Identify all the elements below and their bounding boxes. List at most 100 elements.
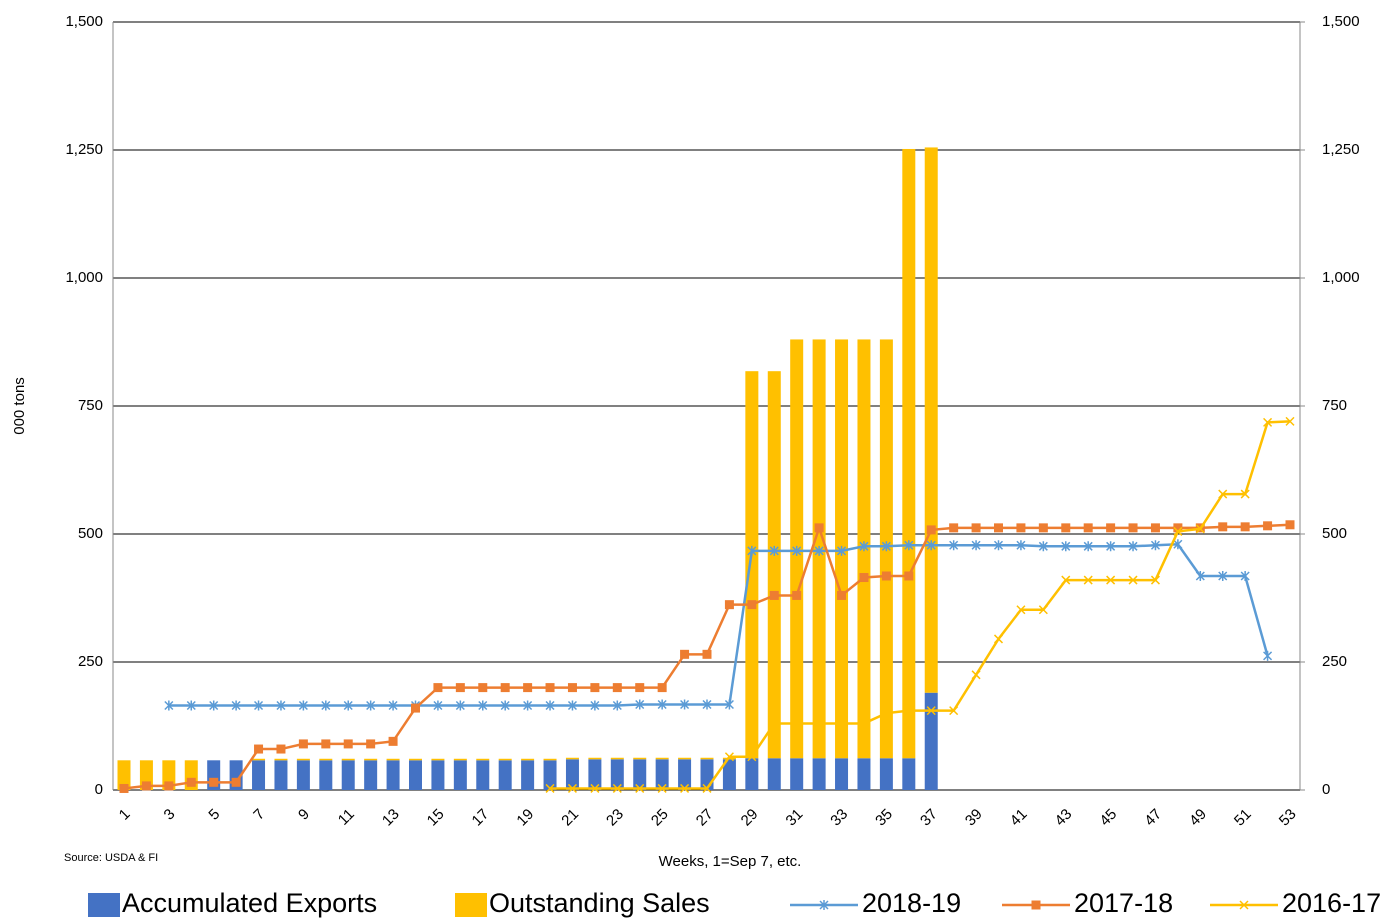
line-marker	[724, 600, 734, 610]
line	[168, 542, 1269, 707]
bar	[319, 760, 333, 790]
line-marker	[1038, 605, 1048, 615]
line-marker	[567, 783, 577, 793]
line-marker	[1173, 539, 1183, 550]
bar	[902, 758, 916, 790]
line-marker	[1218, 522, 1228, 532]
legend-label: 2016-17	[1282, 888, 1381, 918]
bar	[521, 758, 535, 761]
line-marker	[702, 783, 712, 793]
bar	[565, 757, 579, 760]
x-tick-label: 19	[513, 806, 537, 830]
legend-label: Outstanding Sales	[489, 888, 710, 918]
line-marker	[949, 706, 959, 716]
line-marker	[769, 718, 779, 728]
line-marker	[769, 545, 779, 556]
bar	[319, 758, 333, 761]
bar	[431, 758, 445, 761]
x-tick-label: 23	[603, 806, 627, 830]
line-marker	[388, 700, 398, 711]
line-marker	[231, 700, 241, 711]
bar	[341, 758, 355, 761]
line-marker	[545, 783, 555, 793]
bar	[274, 760, 288, 790]
x-tick-label: 51	[1231, 806, 1255, 830]
line-marker	[478, 700, 488, 711]
line-marker	[411, 703, 420, 713]
x-tick-label: 53	[1276, 806, 1300, 830]
line-marker	[657, 783, 667, 793]
line-marker	[1083, 523, 1093, 533]
bar	[364, 758, 378, 761]
y2-tick-label: 250	[1322, 653, 1347, 670]
line-marker	[433, 683, 443, 693]
line-marker	[1061, 523, 1071, 533]
line-marker	[1061, 541, 1071, 552]
line-marker	[1240, 489, 1250, 499]
line-marker	[119, 783, 129, 793]
legend-label: Accumulated Exports	[122, 888, 377, 918]
x-tick-label: 47	[1141, 806, 1165, 830]
line-marker	[1083, 541, 1093, 552]
line-marker	[1285, 416, 1295, 426]
y2-tick-label: 0	[1322, 781, 1330, 798]
line-marker	[837, 718, 847, 728]
y2-tick-label: 1,500	[1322, 13, 1360, 30]
x-tick-label: 31	[783, 806, 807, 830]
x-tick-label: 11	[335, 806, 358, 829]
line-marker	[612, 683, 622, 693]
line-marker	[1263, 521, 1273, 531]
x-tick-label: 21	[558, 806, 582, 830]
line-marker	[657, 699, 667, 710]
line-marker	[1038, 523, 1048, 533]
line-marker	[1173, 526, 1183, 536]
line-marker	[1263, 650, 1273, 661]
bar	[678, 757, 692, 760]
y-tick-label: 0	[95, 781, 103, 798]
bar	[453, 758, 467, 761]
line-marker	[590, 683, 600, 693]
line-marker	[321, 700, 331, 711]
bar	[453, 760, 467, 790]
bar	[924, 692, 938, 790]
bar	[835, 758, 849, 790]
line-marker	[724, 752, 734, 762]
line-marker	[1128, 541, 1138, 552]
y2-tick-label: 500	[1322, 525, 1347, 542]
bar	[700, 757, 714, 760]
line-marker	[971, 670, 981, 680]
line-marker	[209, 700, 219, 711]
bar	[409, 760, 422, 790]
bar	[610, 757, 624, 760]
bar	[767, 371, 781, 759]
legend-label: 2018-19	[862, 888, 961, 918]
line-marker	[254, 744, 264, 754]
x-axis-label: Weeks, 1=Sep 7, etc.	[659, 853, 802, 870]
line-marker	[164, 700, 174, 711]
bar	[296, 760, 310, 790]
line-marker	[1106, 575, 1116, 585]
line-marker	[680, 783, 690, 793]
line-marker	[612, 700, 622, 711]
bar	[386, 758, 400, 761]
line-marker	[298, 739, 308, 749]
line-marker	[567, 700, 577, 711]
bar	[543, 758, 557, 761]
line-marker	[792, 718, 802, 728]
bar	[498, 760, 512, 790]
line-marker	[1038, 541, 1048, 552]
legend-marker	[1031, 900, 1041, 910]
x-tick-label: 3	[161, 806, 179, 824]
bar	[476, 758, 490, 761]
line-marker	[747, 752, 757, 762]
line-marker	[971, 540, 981, 551]
line-marker	[433, 700, 443, 711]
x-tick-label: 27	[693, 806, 717, 830]
line-marker	[321, 739, 331, 749]
line-marker	[209, 777, 219, 787]
line-marker	[1106, 541, 1116, 552]
line-marker	[1016, 605, 1026, 615]
line-marker	[814, 545, 824, 556]
bar	[812, 758, 826, 790]
